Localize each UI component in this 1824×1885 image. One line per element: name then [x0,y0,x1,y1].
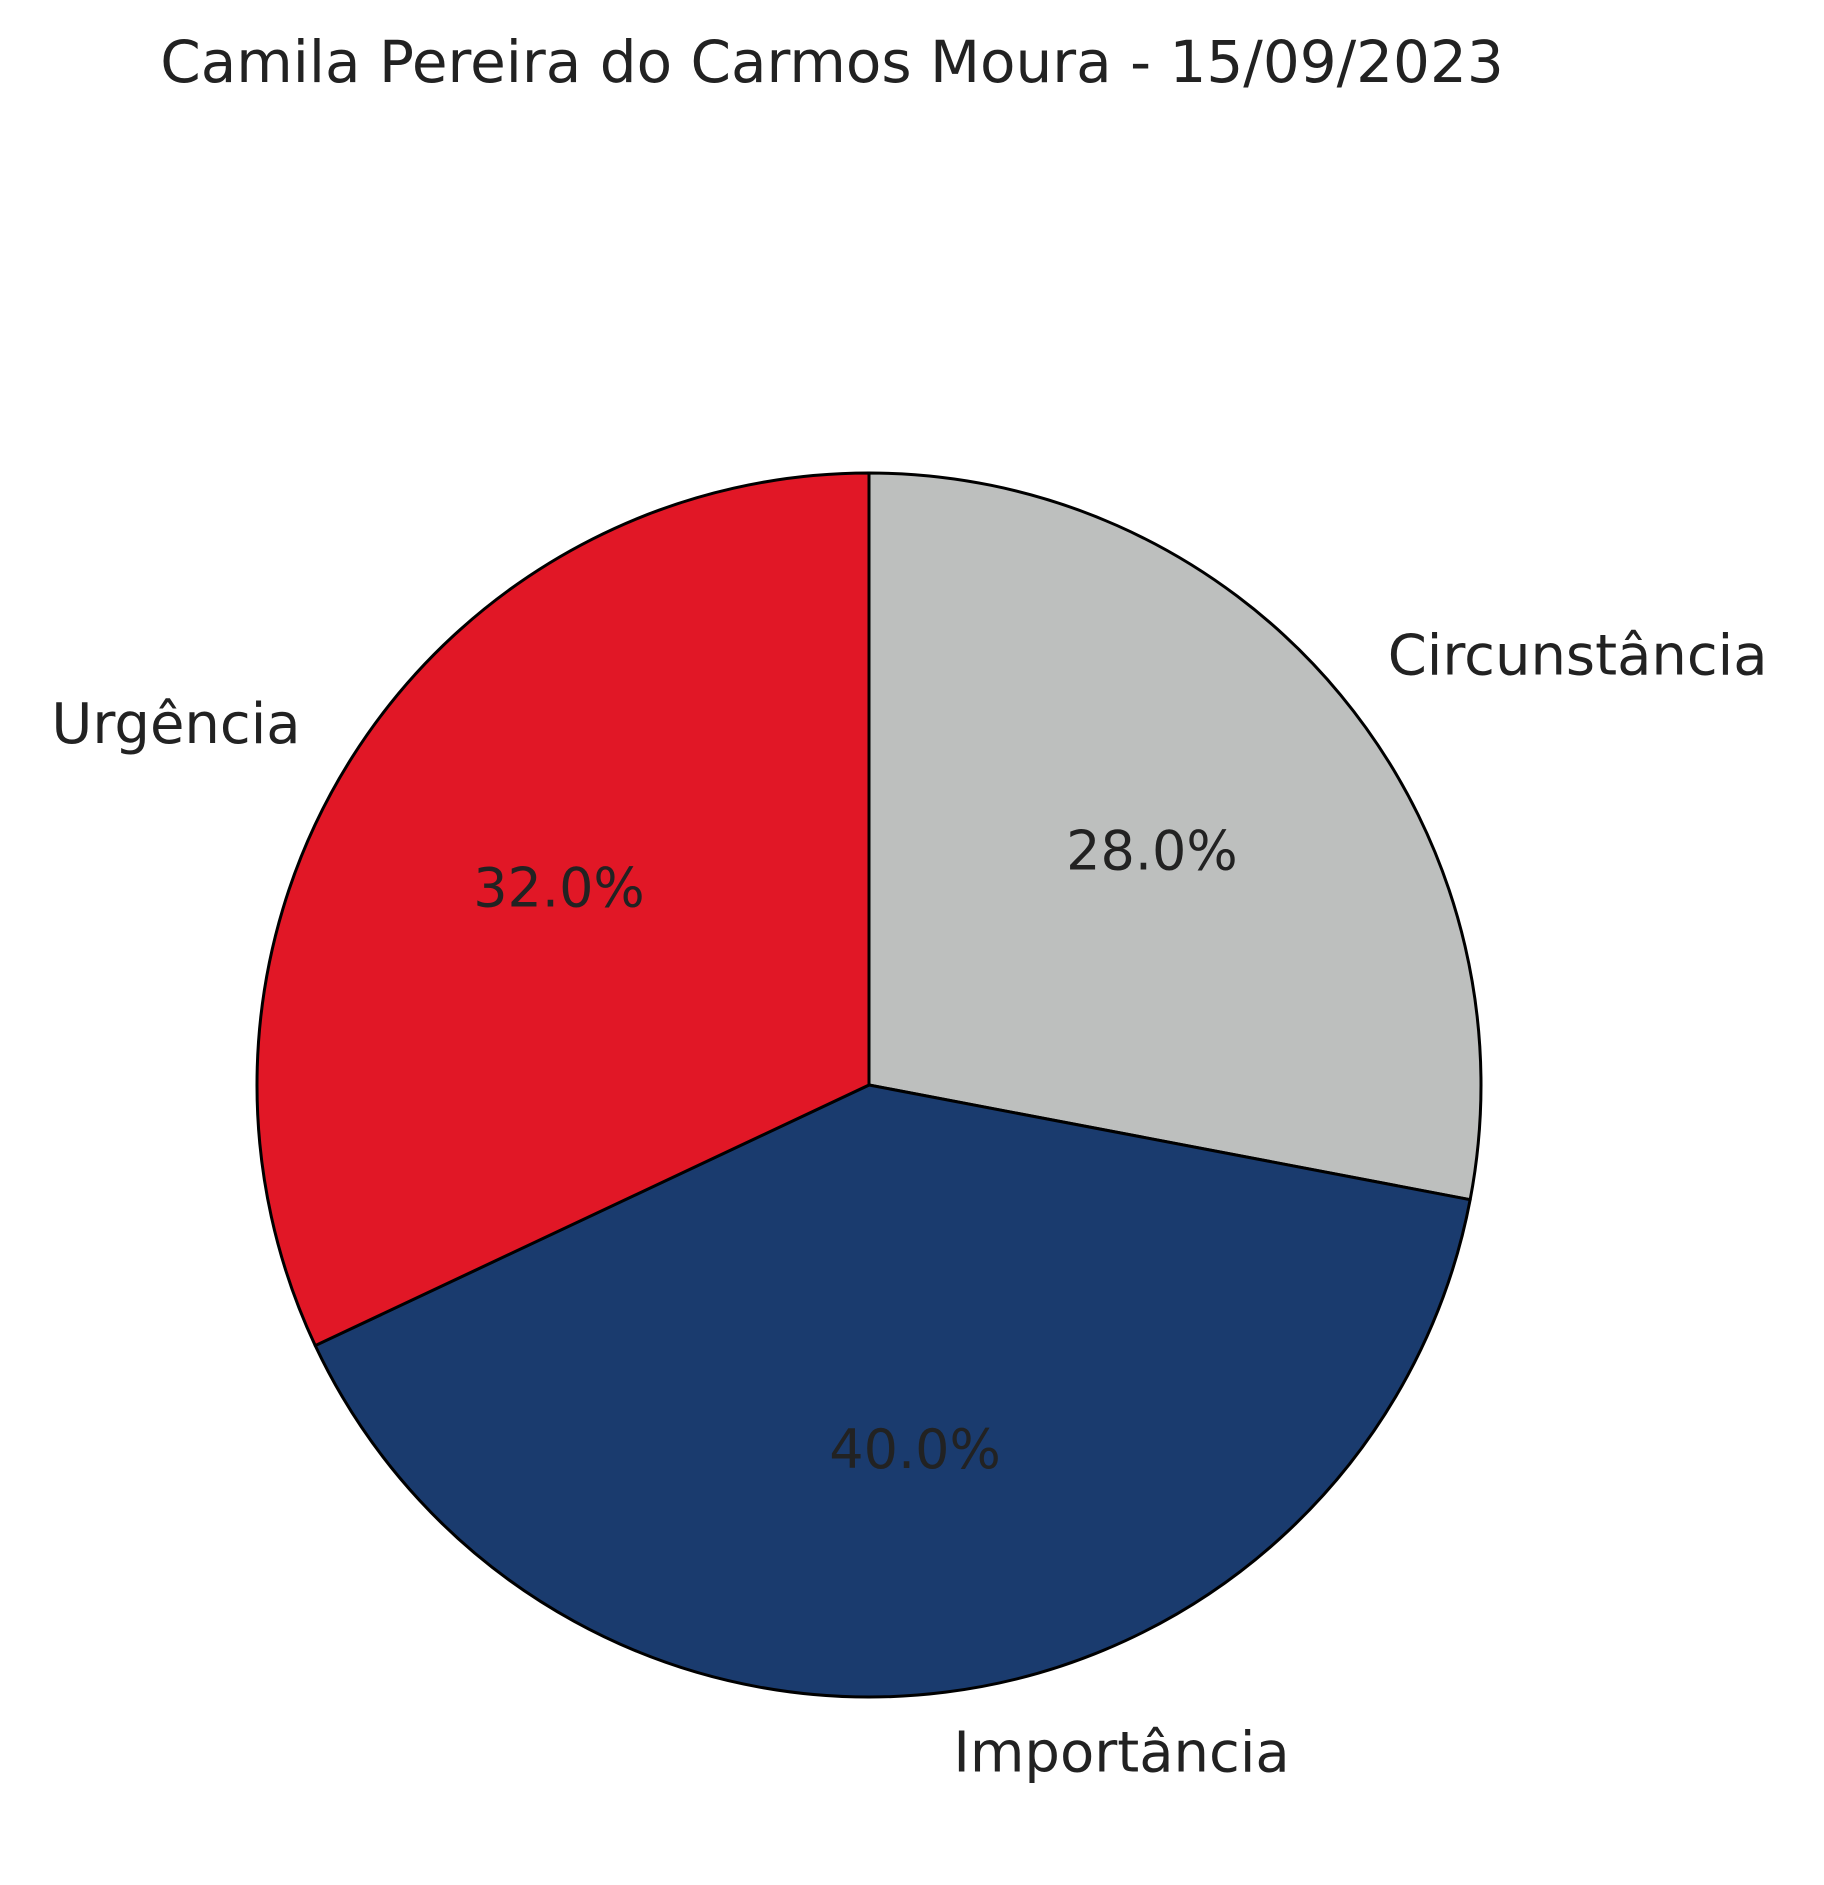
pie-slices [255,471,1483,1699]
chart-title: Camila Pereira do Carmos Moura - 15/09/2… [160,28,1504,96]
percent-label-urgencia: 32.0% [473,857,645,920]
category-label-importancia: Importância [953,1720,1289,1785]
category-label-urgencia: Urgência [51,692,300,757]
pie-slice-urgencia [255,471,871,1348]
percent-label-circunstancia: 28.0% [1066,819,1238,882]
pie-labels: Circunstância 28.0% Importância 40.0% Urgênc… [51,623,1767,1785]
percent-label-importancia: 40.0% [829,1418,1001,1481]
pie-slice-circunstancia [867,471,1483,1202]
category-label-circunstancia: Circunstância [1388,623,1768,688]
pie-slice-importancia [313,1083,1472,1699]
